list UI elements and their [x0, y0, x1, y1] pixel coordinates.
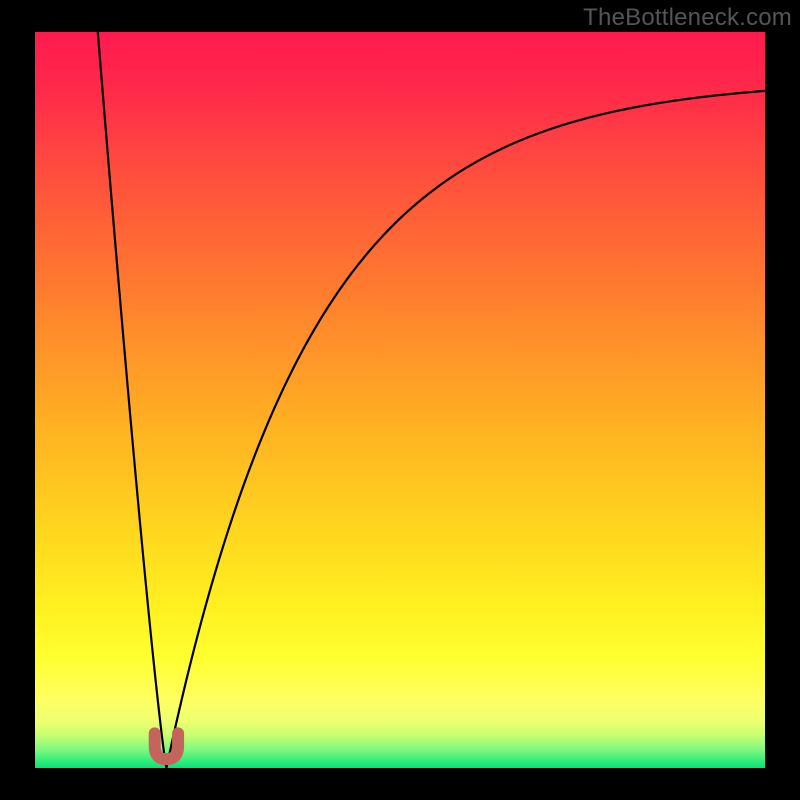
chart-container: TheBottleneck.com: [0, 0, 800, 800]
minimum-marker: [155, 733, 178, 759]
plot-area: [35, 32, 765, 768]
bottleneck-curve: [98, 32, 765, 768]
curve-overlay: [35, 32, 765, 768]
watermark-text: TheBottleneck.com: [583, 4, 792, 32]
